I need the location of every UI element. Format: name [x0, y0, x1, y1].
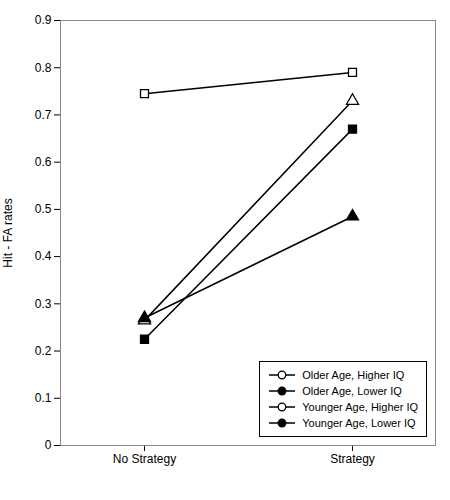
svg-text:0.5: 0.5 [35, 202, 52, 216]
svg-text:0.9: 0.9 [35, 13, 52, 27]
svg-text:Hit - FA rates: Hit - FA rates [1, 198, 15, 267]
html-text:Older Age, Higher IQ: Older Age, Higher IQ [302, 369, 405, 381]
html-text:Younger Age, Lower IQ: Younger Age, Lower IQ [302, 417, 416, 429]
svg-text:No Strategy: No Strategy [113, 452, 176, 466]
svg-text:0: 0 [45, 438, 52, 452]
svg-text:0.6: 0.6 [35, 155, 52, 169]
svg-text:0.7: 0.7 [35, 108, 52, 122]
svg-text:0.1: 0.1 [35, 391, 52, 405]
html-text:Younger Age, Higher IQ: Younger Age, Higher IQ [302, 401, 418, 413]
svg-text:0.4: 0.4 [35, 249, 52, 263]
svg-text:0.3: 0.3 [35, 297, 52, 311]
svg-text:0.8: 0.8 [35, 61, 52, 75]
svg-text:Strategy: Strategy [330, 452, 375, 466]
html-text:Older Age, Lower IQ: Older Age, Lower IQ [302, 385, 402, 397]
svg-text:0.2: 0.2 [35, 344, 52, 358]
